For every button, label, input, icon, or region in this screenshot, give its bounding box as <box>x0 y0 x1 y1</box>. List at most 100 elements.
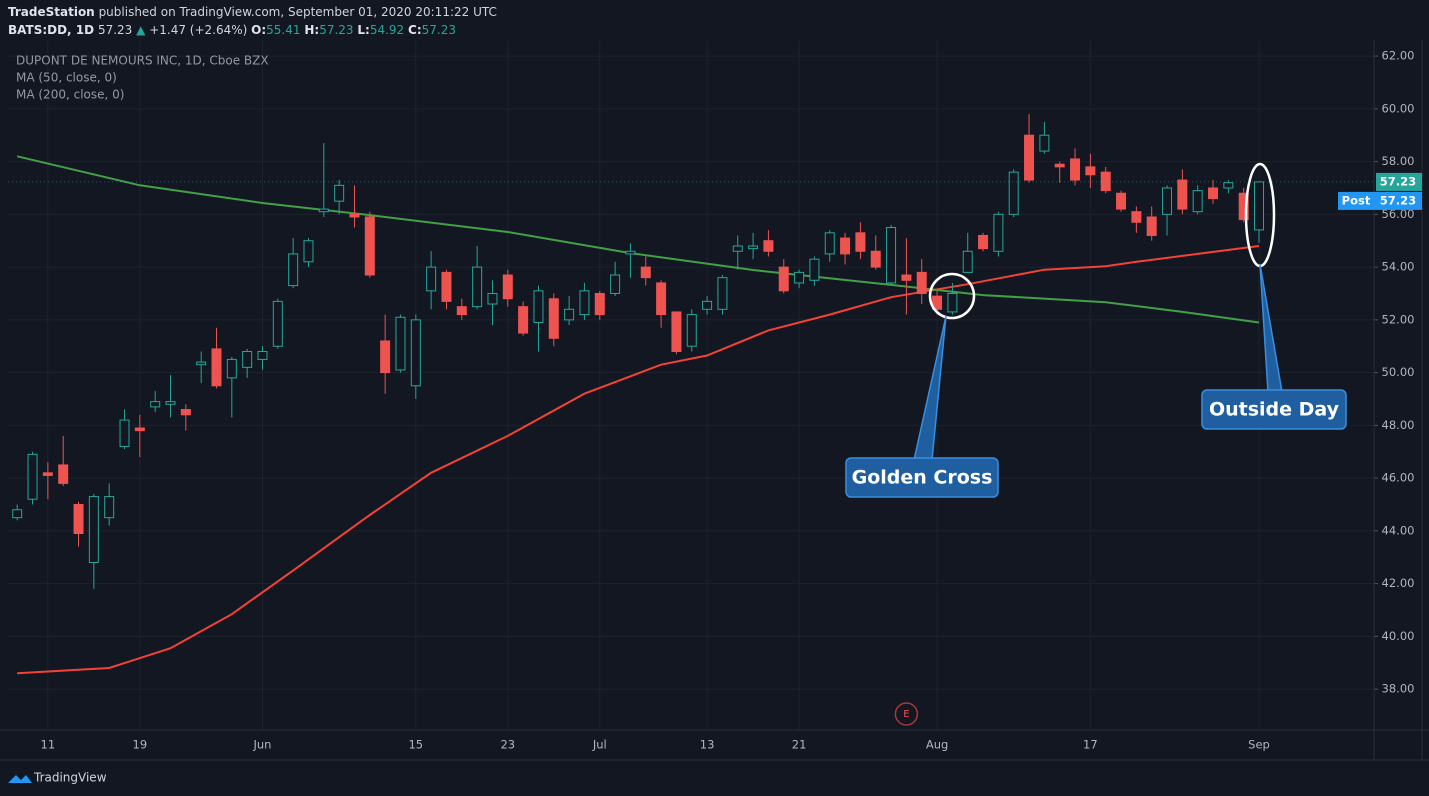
ma-line <box>16 155 1260 324</box>
ohlc-line: BATS:DD, 1D 57.23 ▲ +1.47 (+2.64%) O:55.… <box>8 23 456 37</box>
candle-body <box>794 271 805 284</box>
post-price-tag <box>1338 191 1422 210</box>
x-tick-label: Jul <box>592 738 607 752</box>
candle-body <box>134 427 145 432</box>
callout-box <box>1201 389 1347 430</box>
y-tick-label: 60.00 <box>1382 101 1415 115</box>
candle-body <box>886 227 897 284</box>
post-price-label: 57.23 <box>1380 193 1416 207</box>
candle-body <box>1100 171 1111 192</box>
candle-body <box>456 306 467 316</box>
candle-body <box>1008 171 1019 215</box>
publisher: TradeStation <box>8 5 95 19</box>
candle-body <box>778 266 789 292</box>
x-tick-label: 11 <box>41 738 56 752</box>
l-value: 54.92 <box>370 23 404 37</box>
candle-body <box>1223 182 1234 189</box>
event-marker <box>894 702 919 726</box>
candle-body <box>1146 216 1157 236</box>
y-tick-label: 52.00 <box>1382 312 1415 326</box>
candle-body <box>226 358 237 379</box>
candle-body <box>334 184 345 202</box>
y-tick-label: 44.00 <box>1382 523 1415 537</box>
candle-body <box>502 274 513 300</box>
candle-body <box>809 258 820 281</box>
y-tick-label: 46.00 <box>1382 471 1415 485</box>
candle-body <box>364 216 375 276</box>
moving-averages <box>16 155 1260 675</box>
candle-body <box>1177 179 1188 210</box>
candle-body <box>1054 163 1065 168</box>
x-tick-label: 17 <box>1083 738 1098 752</box>
candle-body <box>978 234 989 250</box>
candle-body <box>410 319 421 387</box>
candles <box>12 114 1265 589</box>
candle-body <box>441 271 452 302</box>
y-tick-label: 54.00 <box>1382 260 1415 274</box>
candle-body <box>150 401 161 408</box>
y-tick-label: 58.00 <box>1382 154 1415 168</box>
published: published on TradingView.com, September … <box>99 5 497 19</box>
candle-body <box>242 351 253 368</box>
candle-body <box>58 464 69 484</box>
y-tick-label: 56.00 <box>1382 207 1415 221</box>
candle-body <box>303 240 314 263</box>
candle-body <box>1024 134 1035 181</box>
candle-body <box>901 274 912 281</box>
h-label: H: <box>304 23 319 37</box>
candle-body <box>426 266 437 292</box>
c-label: C: <box>408 23 422 37</box>
candle-body <box>671 311 682 353</box>
candle-body <box>763 240 774 252</box>
x-tick-label: 15 <box>408 738 423 752</box>
candle-body <box>640 266 651 279</box>
x-tick-label: 23 <box>500 738 515 752</box>
candle-body <box>840 237 851 255</box>
candle-body <box>1238 192 1249 221</box>
brand: TradingView <box>33 771 107 785</box>
candle-body <box>625 250 636 255</box>
candle-body <box>73 503 84 534</box>
legend-entry: MA (200, close, 0) <box>16 88 124 102</box>
candle-body <box>732 245 743 252</box>
h-value: 57.23 <box>319 23 353 37</box>
last-price-label: 57.23 <box>1380 174 1416 188</box>
candle-body <box>1070 158 1081 181</box>
candle-body <box>993 213 1004 252</box>
candle-body <box>104 496 115 519</box>
candle-body <box>12 509 23 519</box>
candle-body <box>211 348 222 387</box>
change: +1.47 (+2.64%) <box>149 23 247 37</box>
callout-box <box>845 457 999 498</box>
candle-body <box>717 277 728 310</box>
candle-body <box>88 496 99 564</box>
up-arrow: ▲ <box>136 23 146 37</box>
x-tick-label: Sep <box>1248 738 1270 752</box>
candle-body <box>1131 211 1142 223</box>
candle-body <box>610 274 621 294</box>
callout-text: Golden Cross <box>852 467 993 489</box>
header-line: TradeStation published on TradingView.co… <box>8 5 497 19</box>
post-label: Post <box>1342 193 1371 207</box>
x-tick-label: 13 <box>700 738 715 752</box>
candle-body <box>564 308 575 321</box>
candle-body <box>518 306 529 334</box>
last-price-tag <box>1376 172 1422 191</box>
ma-line <box>17 245 1260 675</box>
event-label: E <box>903 709 909 720</box>
highlight-circle <box>928 272 976 320</box>
x-tick-label: 19 <box>133 738 148 752</box>
y-tick-label: 48.00 <box>1382 418 1415 432</box>
candle-body <box>686 314 697 347</box>
candle-body <box>656 282 667 316</box>
candle-body <box>487 292 498 305</box>
candle-body <box>594 292 605 316</box>
candle-body <box>1085 166 1096 176</box>
candle-body <box>1162 187 1173 215</box>
candle-body <box>472 266 483 308</box>
candle-body <box>947 292 958 313</box>
candle-body <box>1254 181 1265 231</box>
x-tick-label: 21 <box>792 738 807 752</box>
